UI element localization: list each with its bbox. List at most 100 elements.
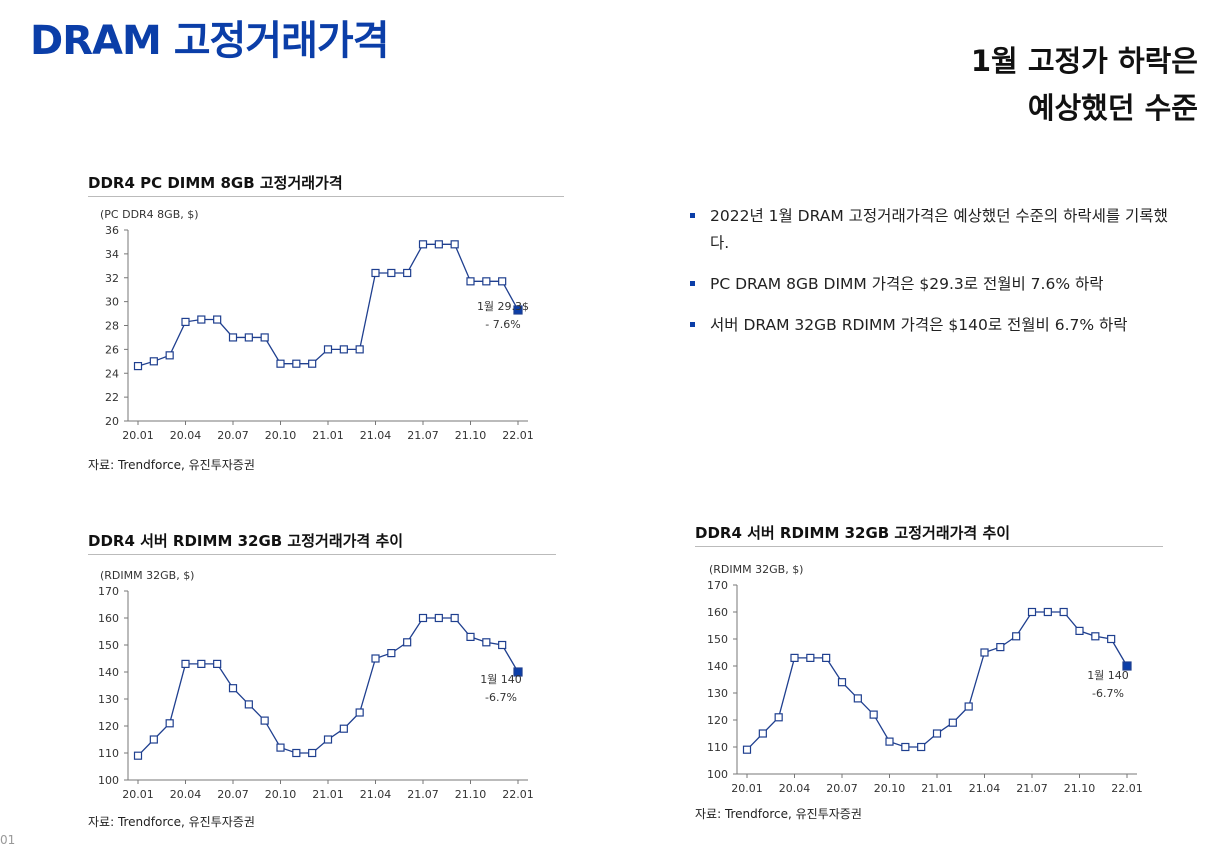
y-tick-label: 30: [105, 296, 119, 309]
chart1-pc-dimm-8gb: (PC DDR4 8GB, $) 20 22 24 26 28 30 32 34 36 20.01 2…: [100, 208, 534, 442]
data-point: [1027, 607, 1037, 617]
x-tick-label: 20.04: [779, 782, 811, 795]
data-point: [323, 735, 333, 744]
annotation-change: -6.7%: [485, 691, 517, 704]
y-tick-label: 170: [98, 585, 119, 598]
y-tick-label: 110: [707, 741, 728, 754]
data-point: [418, 613, 428, 623]
data-point: [260, 716, 269, 725]
data-point: [434, 613, 443, 623]
data-point: [403, 268, 412, 278]
y-tick-label: 170: [707, 579, 728, 592]
page-title: DRAM 고정거래가격: [30, 18, 389, 64]
data-point: [450, 240, 459, 249]
data-point: [181, 317, 190, 327]
data-point: [790, 653, 799, 663]
y-tick-label: 160: [707, 606, 728, 619]
data-point: [980, 648, 989, 657]
x-tick-label: 20.10: [265, 429, 297, 442]
data-point: [228, 333, 238, 342]
y-tick-label: 24: [105, 367, 119, 380]
y-tick-label: 110: [98, 747, 119, 760]
data-point: [450, 613, 459, 623]
data-point: [181, 659, 190, 669]
x-tick-label: 22.01: [1111, 782, 1143, 795]
data-point: [948, 718, 957, 727]
data-point: [837, 678, 847, 687]
data-point: [276, 359, 285, 368]
data-point: [323, 345, 333, 354]
data-point: [1091, 632, 1100, 641]
y-tick-label: 160: [98, 612, 119, 625]
data-point: [165, 719, 174, 728]
data-point: [901, 742, 910, 752]
data-point: [355, 708, 364, 717]
y-tick-label: 100: [707, 768, 728, 781]
data-point: [197, 659, 206, 669]
data-point: [822, 653, 831, 663]
data-point: [165, 351, 174, 360]
x-tick-label: 21.10: [1064, 782, 1096, 795]
data-point: [932, 729, 942, 738]
x-tick-label: 20.10: [265, 788, 297, 801]
y-tick-label: 28: [105, 320, 119, 333]
x-tick-label: 21.01: [312, 429, 344, 442]
x-tick-label: 21.07: [1016, 782, 1048, 795]
data-point: [149, 357, 158, 366]
data-point: [996, 642, 1005, 652]
x-tick-label: 21.04: [360, 788, 392, 801]
data-point: [197, 315, 206, 324]
chart1-source: 자료: Trendforce, 유진투자증권: [88, 458, 255, 472]
data-point: [498, 640, 507, 650]
y-tick-label: 130: [98, 693, 119, 706]
y-tick-label: 34: [105, 248, 119, 261]
data-point: [1059, 607, 1068, 617]
annotation-value: 1월 140: [1087, 669, 1129, 682]
series-line: [746, 611, 1128, 751]
bullet-item: 2022년 1월 DRAM 고정거래가격은 예상했던 수준의 하락세를 기록했다…: [688, 203, 1178, 257]
data-point: [133, 361, 143, 371]
y-tick-label: 32: [105, 272, 119, 285]
unit-label: (RDIMM 32GB, $): [709, 563, 803, 576]
x-tick-label: 21.01: [312, 788, 344, 801]
data-point: [434, 240, 443, 249]
data-point: [387, 648, 396, 658]
unit-label: (PC DDR4 8GB, $): [100, 208, 199, 221]
data-point: [339, 724, 348, 733]
chart3-source: 자료: Trendforce, 유진투자증권: [695, 807, 862, 821]
x-tick-label: 20.04: [170, 788, 202, 801]
data-point: [482, 277, 491, 286]
data-point: [149, 735, 158, 744]
headline: 1월 고정가 하락은 예상했던 수준: [971, 38, 1198, 132]
data-point: [133, 751, 143, 760]
data-point: [371, 654, 380, 663]
y-tick-label: 150: [707, 633, 728, 646]
data-point: [292, 748, 301, 758]
y-tick-label: 120: [707, 714, 728, 727]
headline-line-2: 예상했던 수준: [1027, 91, 1198, 125]
data-point: [742, 745, 752, 754]
chart3-title: DDR4 서버 RDIMM 32GB 고정거래가격 추이: [695, 522, 1163, 547]
annotation-value: 1월 140: [480, 673, 522, 686]
y-tick-label: 20: [105, 415, 119, 428]
annotation-change: -6.7%: [1092, 687, 1124, 700]
data-point: [1075, 626, 1084, 636]
y-tick-label: 140: [98, 666, 119, 679]
data-point-latest: [1122, 661, 1132, 671]
x-tick-label: 20.04: [170, 429, 202, 442]
data-point: [1012, 632, 1021, 641]
x-tick-label: 21.04: [969, 782, 1001, 795]
data-point: [371, 268, 380, 278]
x-tick-label: 20.01: [122, 429, 154, 442]
annotation-change: - 7.6%: [485, 318, 520, 331]
data-point: [1043, 607, 1052, 617]
x-tick-label: 20.07: [826, 782, 858, 795]
data-point: [466, 277, 475, 286]
x-tick-label: 21.07: [407, 788, 439, 801]
x-tick-label: 20.01: [731, 782, 763, 795]
y-tick-label: 22: [105, 391, 119, 404]
y-tick-label: 150: [98, 639, 119, 652]
x-tick-label: 20.07: [217, 429, 249, 442]
x-tick-label: 21.10: [455, 429, 487, 442]
data-point: [339, 345, 348, 354]
